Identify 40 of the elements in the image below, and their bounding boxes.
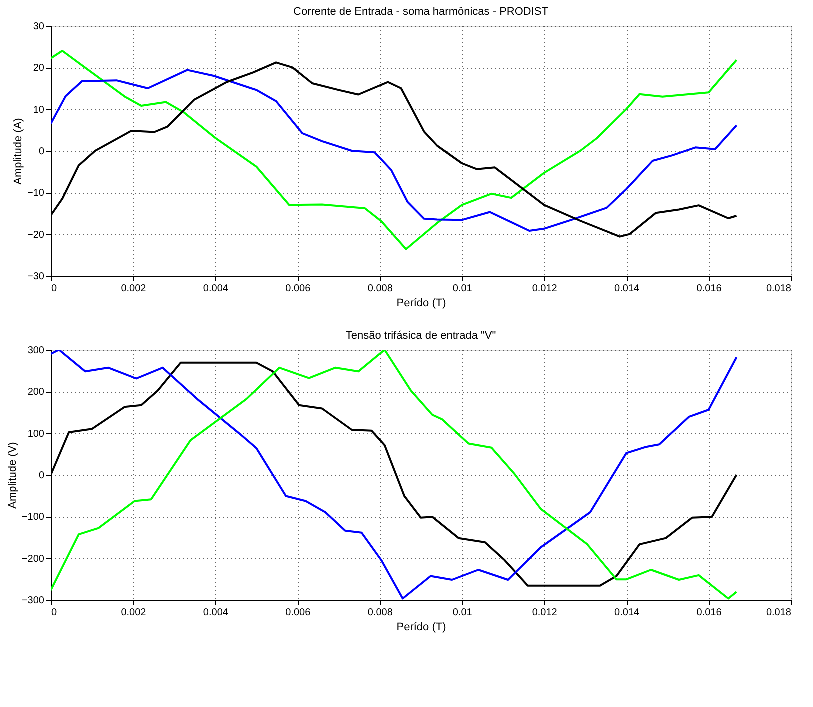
x-tick-label: 0.014 [614,608,640,618]
x-tick-label: 0.018 [766,284,792,294]
chart-title: Tensão trifásica de entrada "V" [346,330,496,342]
x-tick-label: 0.016 [696,284,722,294]
x-tick-label: 0.008 [368,284,394,294]
x-tick-label: 0.004 [203,284,229,294]
x-axis-title: Perído (T) [396,298,446,310]
x-tick-label: 0.016 [696,608,722,618]
x-tick-label: 0.008 [368,608,394,618]
x-tick-label: 0.002 [121,284,147,294]
x-tick-label: 0.006 [286,284,312,294]
y-tick-label: −20 [28,230,45,241]
y-tick-label: 300 [28,346,45,356]
x-tick-label: 0.006 [286,608,312,618]
y-tick-label: −10 [28,188,45,200]
x-tick-label: 0.01 [452,608,473,618]
y-tick-label: 0 [38,470,45,482]
y-tick-label: −30 [28,272,45,282]
chart-title: Corrente de Entrada - soma harmônicas - PRODIST [294,6,549,18]
y-tick-label: −200 [22,554,45,565]
y-tick-label: −300 [22,596,45,606]
x-tick-label: 0 [52,608,58,618]
x-tick-label: 0.014 [614,284,640,294]
y-tick-label: 200 [28,387,45,398]
x-tick-label: 0.012 [532,608,558,618]
x-axis-title: Perído (T) [396,622,446,634]
y-tick-label: 0 [38,146,45,158]
y-axis-title: Amplitude (V) [6,442,19,509]
y-tick-label: 10 [33,104,45,116]
x-tick-label: 0.002 [121,608,147,618]
y-tick-label: 30 [33,22,45,32]
y-tick-label: 20 [33,63,45,74]
x-tick-label: 0.01 [452,284,473,294]
x-tick-label: 0.018 [766,608,792,618]
y-axis-title: Amplitude (A) [12,118,25,185]
x-tick-label: 0 [52,284,58,294]
x-tick-label: 0.004 [203,608,229,618]
y-tick-label: −100 [22,512,45,524]
y-tick-label: 100 [28,428,45,440]
x-tick-label: 0.012 [532,284,558,294]
